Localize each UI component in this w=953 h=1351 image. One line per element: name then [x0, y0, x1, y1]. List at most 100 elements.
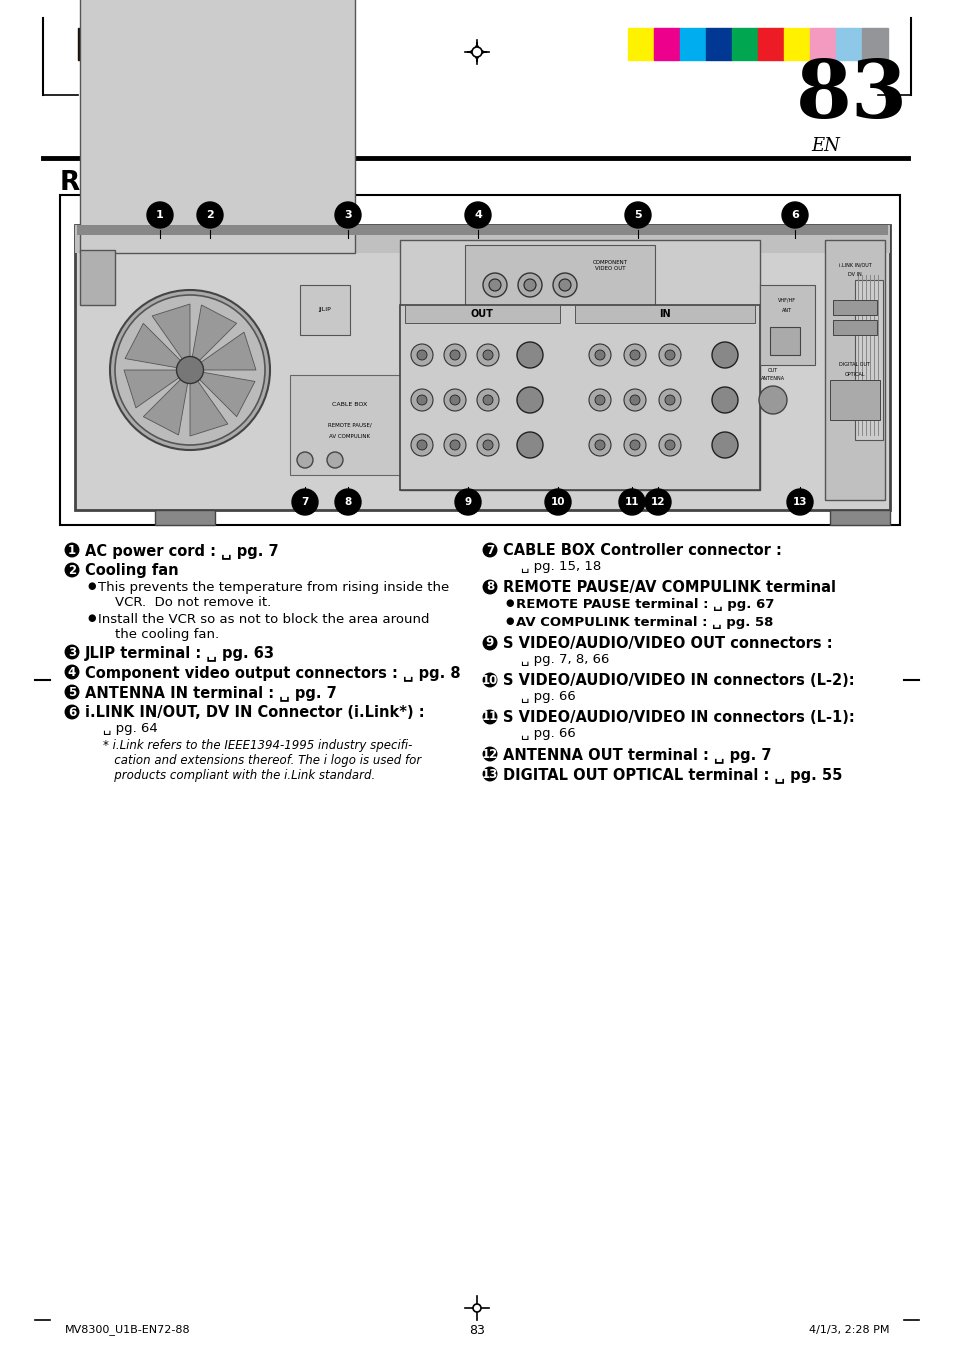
Circle shape [483, 711, 497, 724]
Circle shape [711, 432, 738, 458]
Circle shape [176, 357, 203, 384]
Text: 12: 12 [650, 497, 664, 507]
Text: CABLE BOX: CABLE BOX [332, 403, 367, 408]
Circle shape [473, 1304, 480, 1312]
Text: 9: 9 [464, 497, 471, 507]
Text: S VIDEO/AUDIO/VIDEO OUT connectors :: S VIDEO/AUDIO/VIDEO OUT connectors : [502, 636, 832, 651]
Circle shape [115, 295, 265, 444]
Circle shape [482, 273, 506, 297]
Circle shape [292, 489, 317, 515]
Circle shape [65, 563, 79, 577]
Text: ●: ● [87, 613, 95, 623]
Bar [835, 28, 862, 59]
Circle shape [588, 389, 610, 411]
Circle shape [65, 646, 79, 659]
Circle shape [482, 350, 493, 359]
Circle shape [759, 386, 786, 413]
Text: REMOTE PAUSE/: REMOTE PAUSE/ [328, 423, 372, 427]
Bar [758, 28, 783, 59]
Text: VHF/HF: VHF/HF [778, 297, 795, 303]
Text: 11: 11 [481, 711, 497, 724]
Text: ANT: ANT [781, 308, 791, 312]
Bar [257, 28, 277, 59]
Bar [297, 28, 317, 59]
Polygon shape [199, 332, 255, 370]
Bar [854, 280, 882, 440]
Text: 2: 2 [206, 209, 213, 220]
Bar [464, 245, 655, 309]
Text: 8: 8 [344, 497, 352, 507]
Circle shape [483, 636, 497, 650]
Text: ␣ pg. 66: ␣ pg. 66 [520, 690, 576, 703]
Text: 9: 9 [485, 636, 494, 650]
Circle shape [664, 440, 675, 450]
Text: AV COMPULINK terminal : ␣ pg. 58: AV COMPULINK terminal : ␣ pg. 58 [516, 616, 773, 630]
Text: ␣ pg. 66: ␣ pg. 66 [520, 727, 576, 740]
Bar [760, 285, 814, 365]
Circle shape [517, 342, 542, 367]
Text: OUT: OUT [767, 367, 778, 373]
Bar [158, 28, 178, 59]
Bar [832, 300, 876, 315]
Bar [78, 28, 98, 59]
Text: AC power cord : ␣ pg. 7: AC power cord : ␣ pg. 7 [85, 543, 278, 559]
Bar [290, 376, 410, 476]
Circle shape [483, 543, 497, 557]
Circle shape [618, 489, 644, 515]
Polygon shape [190, 380, 228, 436]
Bar [627, 28, 654, 59]
Bar [654, 28, 679, 59]
Circle shape [416, 440, 427, 450]
Bar [399, 240, 760, 490]
Bar [829, 509, 889, 526]
Circle shape [443, 389, 465, 411]
Bar [832, 320, 876, 335]
Circle shape [147, 203, 172, 228]
Bar [138, 28, 158, 59]
Circle shape [786, 489, 812, 515]
Bar [277, 28, 297, 59]
Circle shape [455, 489, 480, 515]
Text: Cooling fan: Cooling fan [85, 563, 178, 578]
Text: This prevents the temperature from rising inside the
    VCR.  Do not remove it.: This prevents the temperature from risin… [98, 581, 449, 609]
Polygon shape [125, 323, 182, 367]
Circle shape [335, 203, 360, 228]
Text: Rear panel: Rear panel [60, 170, 220, 196]
Circle shape [476, 434, 498, 457]
Bar [299, 285, 350, 335]
Bar [218, 28, 237, 59]
Text: 3: 3 [68, 646, 76, 658]
Circle shape [595, 440, 604, 450]
Bar [824, 240, 884, 500]
Text: DV IN: DV IN [847, 273, 861, 277]
Circle shape [588, 345, 610, 366]
Bar [575, 305, 754, 323]
Bar [679, 28, 705, 59]
Text: AV COMPULINK: AV COMPULINK [329, 435, 370, 439]
Text: ␣ pg. 7, 8, 66: ␣ pg. 7, 8, 66 [520, 653, 609, 666]
Circle shape [517, 273, 541, 297]
Polygon shape [152, 304, 190, 361]
Circle shape [623, 389, 645, 411]
Text: JJLIP: JJLIP [318, 308, 331, 312]
Bar [118, 28, 138, 59]
Circle shape [443, 345, 465, 366]
Bar [769, 327, 800, 355]
Circle shape [411, 345, 433, 366]
Circle shape [482, 394, 493, 405]
Circle shape [781, 203, 807, 228]
Circle shape [659, 389, 680, 411]
Text: MV8300_U1B-EN72-88: MV8300_U1B-EN72-88 [65, 1324, 191, 1335]
Text: CABLE BOX Controller connector :: CABLE BOX Controller connector : [502, 543, 781, 558]
Circle shape [629, 350, 639, 359]
Circle shape [659, 345, 680, 366]
Text: 4/1/3, 2:28 PM: 4/1/3, 2:28 PM [809, 1325, 889, 1335]
Text: 4: 4 [474, 209, 481, 220]
Text: OPTICAL: OPTICAL [843, 373, 864, 377]
Text: 10: 10 [481, 674, 497, 686]
Text: 83: 83 [795, 57, 907, 135]
Circle shape [450, 394, 459, 405]
Bar [178, 28, 198, 59]
Circle shape [629, 440, 639, 450]
Circle shape [624, 203, 650, 228]
